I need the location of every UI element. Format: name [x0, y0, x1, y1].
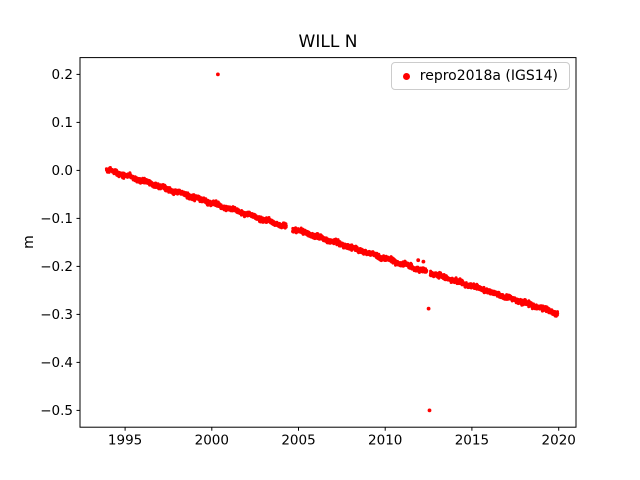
- x-tick-label: 2020: [542, 433, 576, 449]
- axes-frame: [79, 57, 577, 428]
- x-tick-label: 2005: [281, 433, 315, 449]
- outlier-point: [426, 306, 431, 311]
- y-tick-label: −0.1: [40, 211, 73, 227]
- scatter-series: [104, 72, 560, 413]
- outlier-point: [427, 408, 432, 413]
- y-tick-label: 0.1: [52, 115, 73, 131]
- outlier-point: [421, 259, 426, 264]
- x-axis: 1995 2000 2005 2010 2015 2020: [108, 427, 576, 449]
- data-point: [425, 269, 429, 272]
- y-tick-label: 0.2: [52, 67, 73, 83]
- data-point: [193, 199, 197, 203]
- data-point: [556, 312, 560, 315]
- legend-marker-dot: [402, 72, 410, 80]
- y-tick-label: −0.4: [40, 355, 73, 371]
- y-axis: 0.2 0.1 0.0 −0.1 −0.2 −0.3 −0.4 −0.5: [40, 67, 80, 419]
- x-tick-label: 2000: [195, 433, 229, 449]
- y-tick-label: 0.0: [52, 163, 73, 179]
- x-tick-label: 2010: [368, 433, 402, 449]
- outlier-point: [416, 258, 421, 263]
- y-tick-label: −0.2: [40, 259, 73, 275]
- x-tick-label: 2015: [455, 433, 489, 449]
- y-tick-label: −0.5: [40, 403, 73, 419]
- chart-title: WILL N: [298, 32, 358, 52]
- y-tick-label: −0.3: [40, 307, 73, 323]
- x-tick-label: 1995: [108, 433, 142, 449]
- legend-label: repro2018a (IGS14): [419, 68, 558, 84]
- outlier-point: [216, 72, 220, 77]
- y-axis-label: m: [21, 235, 37, 249]
- legend: repro2018a (IGS14): [390, 62, 570, 90]
- data-point: [284, 224, 288, 228]
